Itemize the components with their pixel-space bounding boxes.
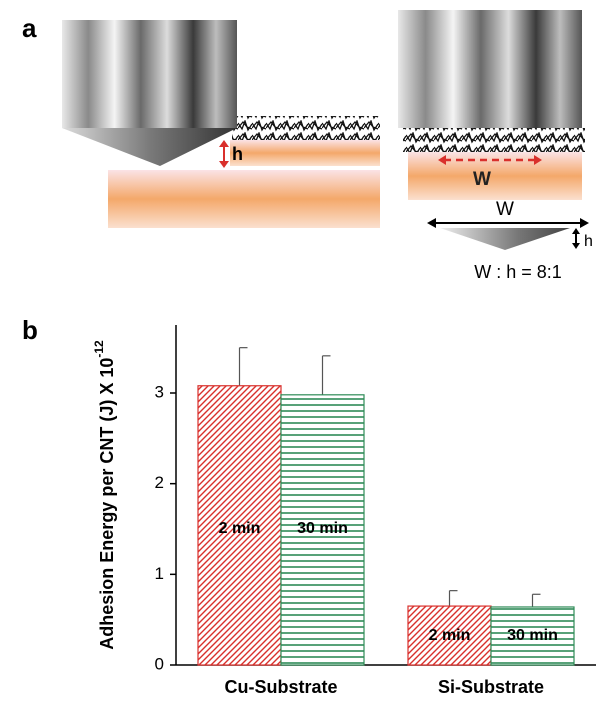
indent-profile	[440, 228, 570, 250]
x-tick-label: Si-Substrate	[438, 677, 544, 697]
cnt-layer	[232, 116, 380, 140]
panel-label: a	[22, 13, 37, 43]
label-w: W	[496, 199, 514, 220]
x-tick-label: Cu-Substrate	[224, 677, 337, 697]
arrow-head	[219, 140, 229, 147]
y-label-exponent: -12	[92, 340, 106, 358]
bar-series-label: 30 min	[297, 520, 348, 537]
arrow-head	[580, 218, 589, 228]
bar-series-label: 30 min	[507, 627, 558, 644]
bar-series-label: 2 min	[219, 520, 261, 537]
figure: a h W W h W : h = 8:1 b Adhesion Energy …	[0, 0, 600, 702]
y-tick-label: 0	[155, 654, 164, 673]
ratio-label: W : h = 8:1	[474, 262, 562, 282]
y-axis-label: Adhesion Energy per CNT (J) X 10-12	[92, 340, 117, 650]
film-layer	[230, 140, 380, 166]
label-h: h	[232, 144, 243, 164]
afm-flat-punch	[398, 10, 582, 128]
arrow-head	[572, 228, 580, 234]
substrate	[108, 170, 380, 228]
y-tick-label: 1	[155, 564, 164, 583]
label-w: W	[473, 169, 491, 190]
label-h: h	[584, 233, 593, 250]
afm-cylinder	[62, 20, 237, 128]
cnt-layer	[403, 128, 585, 152]
arrow-head	[427, 218, 436, 228]
arrow-head	[572, 243, 580, 249]
page: {"panel_a": {"label": "a", "texts": ["h"…	[0, 0, 600, 702]
y-tick-label: 3	[155, 382, 164, 401]
bar-series-label: 2 min	[429, 627, 471, 644]
arrow-head	[219, 161, 229, 168]
afm-tip	[62, 128, 237, 166]
panel-label: b	[22, 315, 38, 345]
y-tick-label: 2	[155, 473, 164, 492]
y-label-text: Adhesion Energy per CNT (J) X 10	[97, 358, 117, 650]
